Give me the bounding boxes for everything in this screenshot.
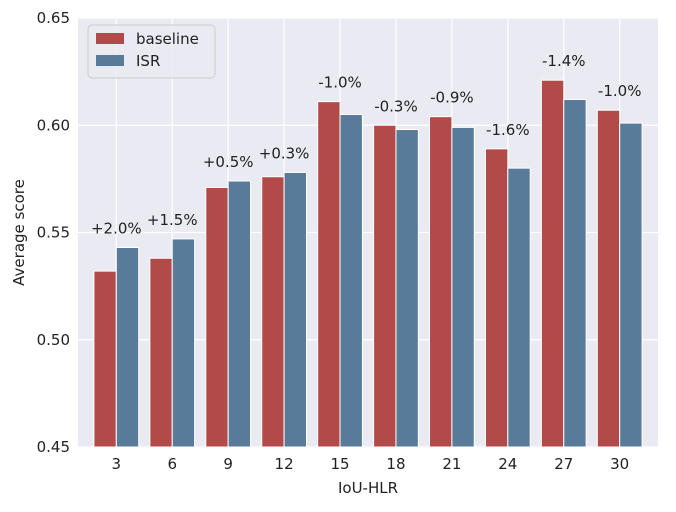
bar-baseline-18 xyxy=(373,124,397,448)
bar-isr-27 xyxy=(563,99,587,448)
bar-isr-30 xyxy=(619,122,643,448)
y-tick-label: 0.60 xyxy=(37,116,70,134)
bar-baseline-21 xyxy=(429,116,453,448)
x-axis-label: IoU-HLR xyxy=(338,479,398,497)
x-tick-label: 9 xyxy=(223,455,233,473)
bar-isr-18 xyxy=(395,129,419,448)
annotations: +2.0% +1.5% +0.5% +0.3% -1.0% -0.3% -0.9% -1.6%… xyxy=(91,52,641,237)
bar-isr-3 xyxy=(115,247,140,448)
bar-baseline-15 xyxy=(317,101,341,448)
x-tick-label: 6 xyxy=(167,455,177,473)
x-tick-label: 3 xyxy=(112,455,122,473)
y-tick-label: 0.65 xyxy=(37,9,70,27)
bar-isr-15 xyxy=(339,114,363,448)
legend-label-baseline: baseline xyxy=(136,30,199,48)
change-annotation: +1.5% xyxy=(147,211,198,229)
y-axis-label: Average score xyxy=(10,179,28,286)
change-annotation: -1.0% xyxy=(318,74,362,92)
change-annotation: +0.5% xyxy=(203,153,254,171)
x-tick-labels: 3 6 9 12 15 18 21 24 27 30 xyxy=(112,455,630,473)
change-annotation: -1.4% xyxy=(542,52,586,70)
bar-baseline-30 xyxy=(596,109,621,448)
bars xyxy=(93,79,643,448)
y-tick-label: 0.45 xyxy=(37,438,70,456)
legend-swatch-isr xyxy=(96,55,124,66)
x-tick-label: 27 xyxy=(554,455,573,473)
bar-isr-6 xyxy=(171,238,196,448)
x-tick-label: 12 xyxy=(275,455,294,473)
bar-baseline-12 xyxy=(261,176,285,448)
bar-isr-24 xyxy=(507,167,531,448)
change-annotation: -0.9% xyxy=(430,89,474,107)
y-tick-label: 0.50 xyxy=(37,331,70,349)
bar-baseline-24 xyxy=(484,148,509,448)
bar-isr-12 xyxy=(283,171,307,448)
bar-isr-9 xyxy=(227,180,252,448)
x-tick-label: 24 xyxy=(498,455,517,473)
bar-baseline-3 xyxy=(93,270,117,448)
bar-baseline-27 xyxy=(540,79,565,448)
change-annotation: -1.6% xyxy=(486,121,530,139)
x-tick-label: 21 xyxy=(442,455,461,473)
y-tick-label: 0.55 xyxy=(37,224,70,242)
change-annotation: -0.3% xyxy=(374,97,418,115)
legend-label-isr: ISR xyxy=(136,52,160,70)
change-annotation: +2.0% xyxy=(91,220,142,238)
x-tick-label: 15 xyxy=(330,455,349,473)
bar-baseline-6 xyxy=(149,257,173,448)
legend: baseline ISR xyxy=(87,24,216,79)
y-tick-labels: 0.45 0.50 0.55 0.60 0.65 xyxy=(37,9,70,456)
change-annotation: +0.3% xyxy=(259,144,310,162)
bar-isr-21 xyxy=(451,126,475,448)
x-tick-label: 18 xyxy=(386,455,405,473)
change-annotation: -1.0% xyxy=(598,82,642,100)
x-tick-label: 30 xyxy=(610,455,629,473)
legend-swatch-baseline xyxy=(96,33,124,44)
bar-baseline-9 xyxy=(205,186,229,448)
